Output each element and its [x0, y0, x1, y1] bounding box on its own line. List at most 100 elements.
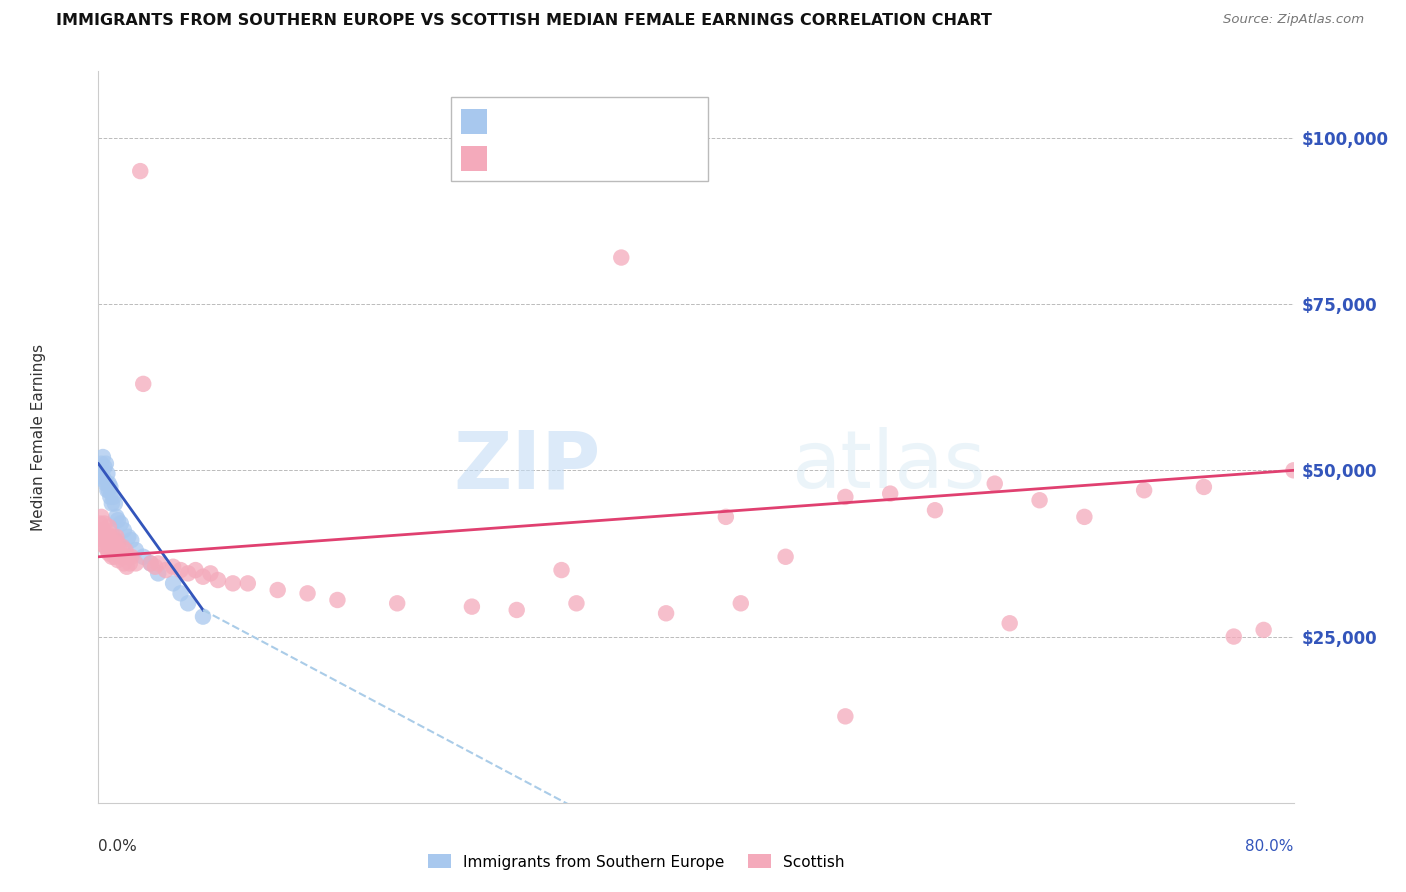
Point [94, 457, 117, 471]
Point [111, 540, 134, 554]
Point [93, 460, 115, 475]
Point [100, 490, 122, 504]
Point [107, 536, 129, 550]
Point [169, 563, 191, 577]
Point [103, 543, 125, 558]
Point [924, 503, 946, 517]
Point [326, 593, 349, 607]
Point [998, 616, 1021, 631]
Point [191, 570, 214, 584]
Point [91, 526, 114, 541]
Point [148, 566, 170, 581]
Point [105, 546, 128, 560]
Point [93, 516, 115, 531]
Point [297, 586, 319, 600]
Point [207, 573, 229, 587]
Point [1133, 483, 1156, 498]
Point [834, 709, 856, 723]
Point [129, 164, 152, 178]
Point [97, 546, 120, 560]
Point [107, 513, 129, 527]
Point [730, 596, 752, 610]
Point [120, 533, 142, 548]
Point [96, 530, 118, 544]
Point [117, 530, 139, 544]
Point [97, 483, 120, 498]
Point [177, 596, 200, 610]
Point [89, 463, 111, 477]
Point [90, 530, 112, 544]
Point [110, 516, 132, 531]
Point [115, 559, 138, 574]
Point [155, 563, 177, 577]
Point [236, 576, 259, 591]
Point [118, 557, 141, 571]
Point [132, 549, 155, 564]
Point [89, 516, 111, 531]
Point [177, 566, 200, 581]
Point [879, 486, 901, 500]
Text: ZIP: ZIP [453, 427, 600, 506]
Point [89, 536, 111, 550]
Point [112, 557, 135, 571]
Point [96, 483, 118, 498]
Point [117, 549, 139, 564]
Point [100, 540, 122, 554]
Text: Median Female Earnings: Median Female Earnings [31, 343, 46, 531]
Point [1073, 509, 1095, 524]
Point [775, 549, 797, 564]
Point [104, 497, 127, 511]
Point [143, 559, 166, 574]
Point [94, 476, 117, 491]
Point [1223, 630, 1246, 644]
Point [222, 576, 245, 591]
Point [162, 576, 184, 591]
Text: atlas: atlas [792, 427, 986, 506]
Point [114, 543, 136, 558]
Point [97, 476, 120, 491]
Point [107, 553, 129, 567]
Point [96, 543, 118, 558]
Point [90, 509, 112, 524]
Point [162, 559, 184, 574]
Point [105, 530, 128, 544]
Point [103, 530, 125, 544]
Point [610, 251, 633, 265]
Text: 0.0%: 0.0% [98, 839, 138, 855]
Point [184, 563, 207, 577]
Text: IMMIGRANTS FROM SOUTHERN EUROPE VS SCOTTISH MEDIAN FEMALE EARNINGS CORRELATION C: IMMIGRANTS FROM SOUTHERN EUROPE VS SCOTT… [56, 13, 993, 29]
Legend: Immigrants from Southern Europe, Scottish: Immigrants from Southern Europe, Scottis… [422, 848, 851, 876]
Point [101, 536, 124, 550]
Point [655, 607, 678, 621]
Point [94, 523, 117, 537]
Point [97, 520, 120, 534]
Point [200, 566, 222, 581]
Point [105, 509, 128, 524]
Point [104, 533, 127, 548]
Point [1253, 623, 1275, 637]
Point [714, 509, 737, 524]
Point [101, 549, 124, 564]
Point [834, 490, 856, 504]
Point [108, 543, 131, 558]
Point [506, 603, 529, 617]
Point [1028, 493, 1050, 508]
Point [100, 480, 122, 494]
Point [96, 467, 118, 481]
Point [93, 533, 115, 548]
Text: 80.0%: 80.0% [1246, 839, 1294, 855]
Point [139, 557, 162, 571]
Point [267, 582, 290, 597]
Point [385, 596, 409, 610]
Point [169, 586, 191, 600]
Point [120, 549, 142, 564]
Point [100, 530, 122, 544]
Point [91, 470, 114, 484]
Point [565, 596, 588, 610]
Point [104, 549, 127, 564]
Point [91, 523, 114, 537]
Point [90, 457, 112, 471]
Point [132, 376, 155, 391]
Point [112, 523, 135, 537]
Point [1192, 480, 1215, 494]
